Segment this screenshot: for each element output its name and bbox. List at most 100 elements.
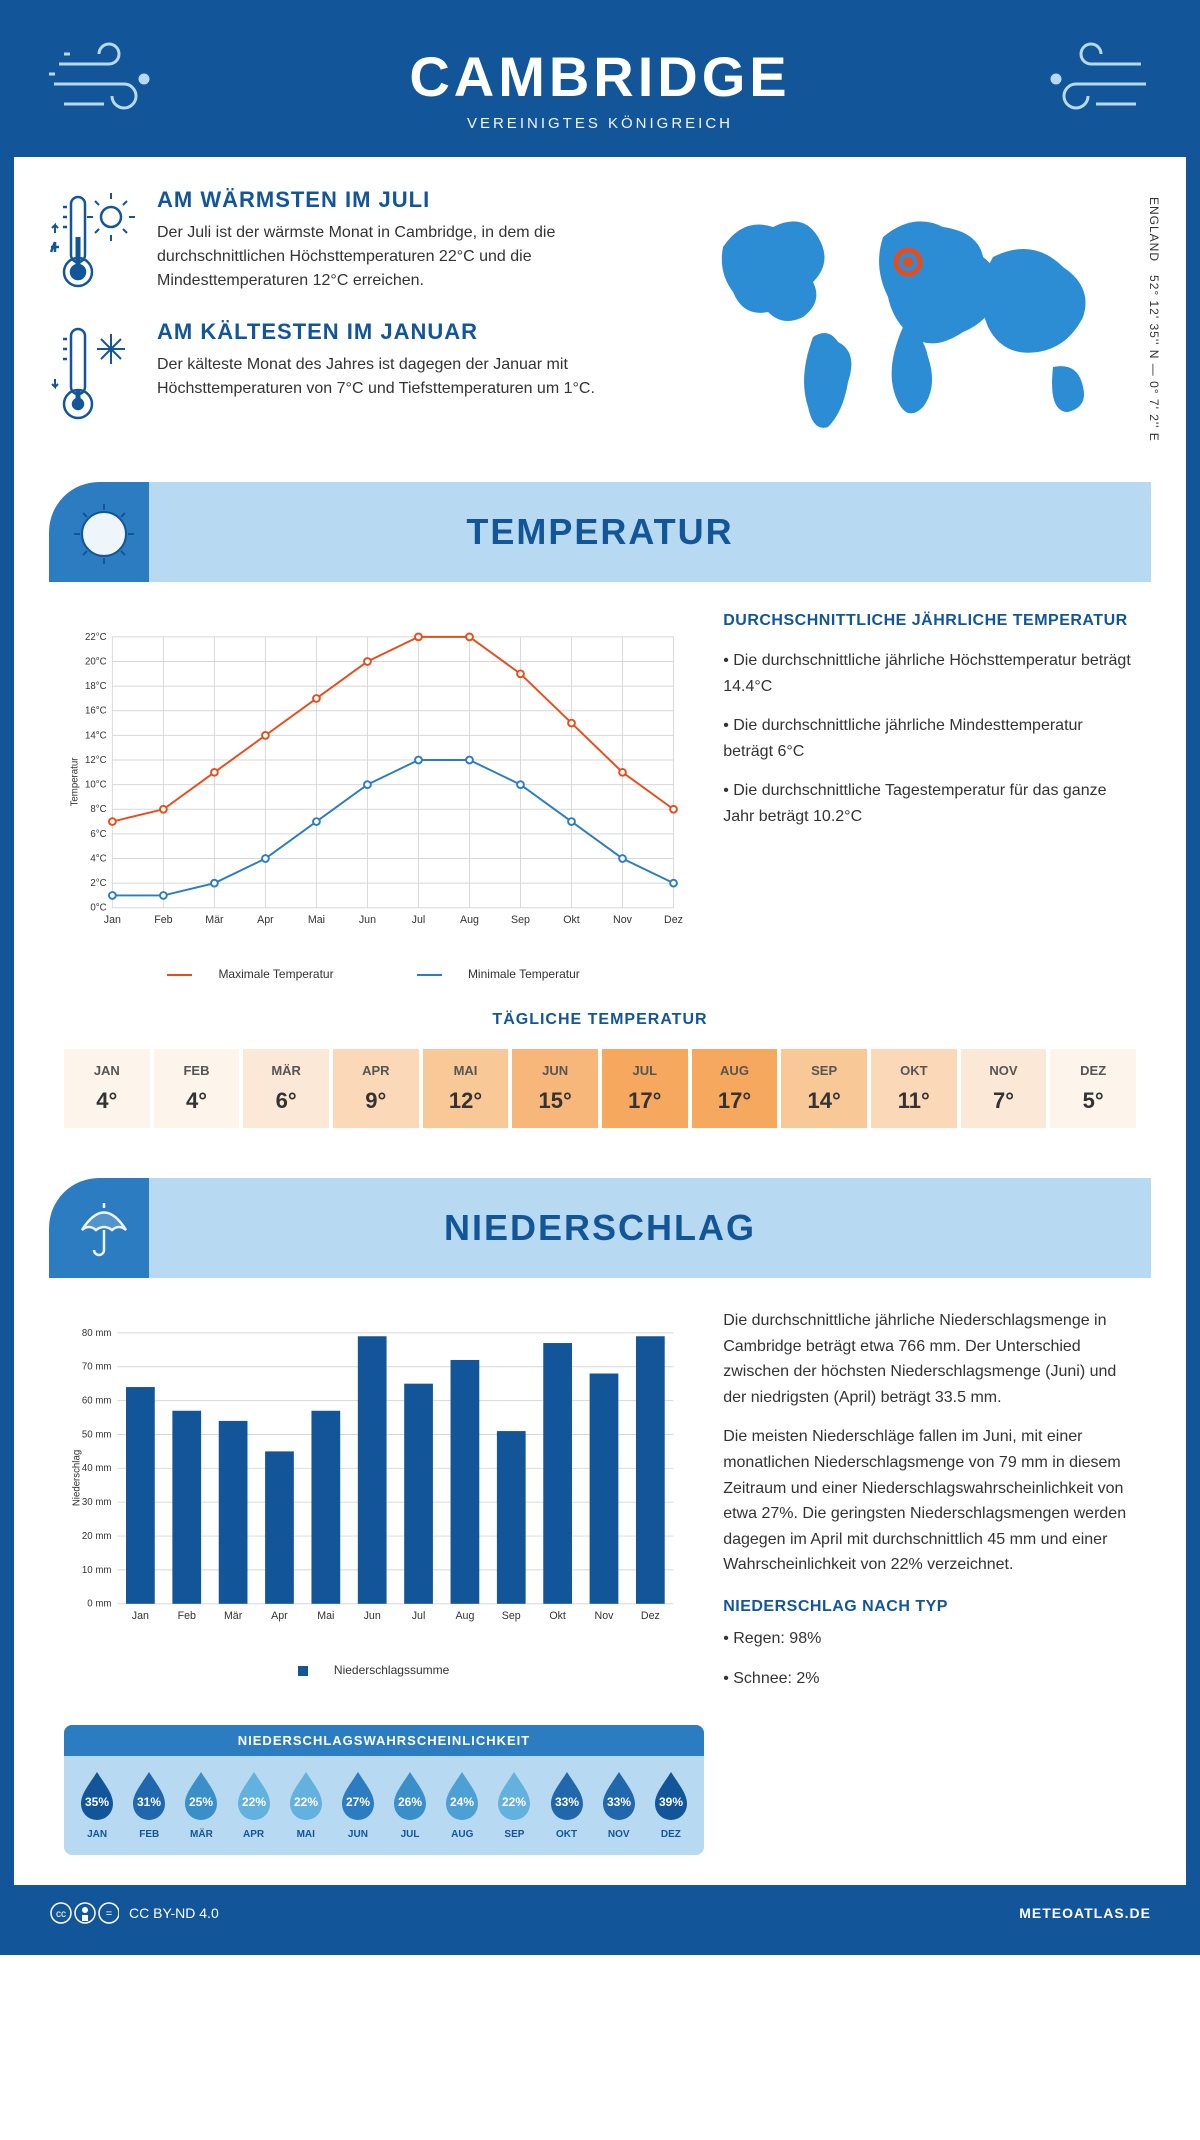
svg-text:Dez: Dez xyxy=(664,914,683,926)
svg-text:Temperatur: Temperatur xyxy=(70,757,81,807)
coldest-fact: AM KÄLTESTEN IM JANUAR Der kälteste Mona… xyxy=(49,319,655,429)
svg-text:Mär: Mär xyxy=(224,1610,243,1622)
precip-drop: 22%MAI xyxy=(281,1768,331,1840)
svg-text:Aug: Aug xyxy=(455,1610,474,1622)
svg-text:18°C: 18°C xyxy=(85,681,107,692)
temp-cell: FEB4° xyxy=(154,1049,240,1128)
coldest-title: AM KÄLTESTEN IM JANUAR xyxy=(157,319,655,345)
precip-drop: 33%NOV xyxy=(594,1768,644,1840)
temperature-line-chart: 0°C2°C4°C6°C8°C10°C12°C14°C16°C18°C20°C2… xyxy=(64,612,683,952)
sun-icon xyxy=(74,504,134,564)
svg-text:Apr: Apr xyxy=(257,914,274,926)
svg-text:60 mm: 60 mm xyxy=(82,1396,112,1407)
precip-para-2: Die meisten Niederschläge fallen im Juni… xyxy=(723,1424,1136,1578)
thermometer-snow-icon xyxy=(49,319,139,429)
svg-text:24%: 24% xyxy=(450,1795,474,1809)
svg-text:Feb: Feb xyxy=(154,914,172,926)
svg-text:27%: 27% xyxy=(346,1795,370,1809)
svg-text:20 mm: 20 mm xyxy=(82,1531,112,1542)
svg-text:30 mm: 30 mm xyxy=(82,1497,112,1508)
temp-cell: NOV7° xyxy=(961,1049,1047,1128)
warmest-text: Der Juli ist der wärmste Monat in Cambri… xyxy=(157,221,655,293)
temp-bullet-3: • Die durchschnittliche Tagestemperatur … xyxy=(723,778,1136,829)
svg-text:Mai: Mai xyxy=(317,1610,334,1622)
svg-text:10°C: 10°C xyxy=(85,780,107,791)
precip-rain: • Regen: 98% xyxy=(723,1626,1136,1652)
svg-text:31%: 31% xyxy=(137,1795,161,1809)
temp-cell: MÄR6° xyxy=(243,1049,329,1128)
precip-drop: 24%AUG xyxy=(437,1768,487,1840)
svg-text:33%: 33% xyxy=(607,1795,631,1809)
svg-text:26%: 26% xyxy=(398,1795,422,1809)
svg-text:Jan: Jan xyxy=(132,1610,149,1622)
svg-text:Niederschlag: Niederschlag xyxy=(71,1450,82,1506)
svg-text:Jul: Jul xyxy=(412,914,426,926)
daily-temp-grid: JAN4°FEB4°MÄR6°APR9°MAI12°JUN15°JUL17°AU… xyxy=(64,1049,1136,1128)
temp-cell: JUN15° xyxy=(512,1049,598,1128)
temp-cell: DEZ5° xyxy=(1050,1049,1136,1128)
svg-text:Mär: Mär xyxy=(205,914,224,926)
temp-cell: AUG17° xyxy=(692,1049,778,1128)
precip-drop: 33%OKT xyxy=(542,1768,592,1840)
svg-text:=: = xyxy=(106,1908,112,1920)
precip-drop: 25%MÄR xyxy=(176,1768,226,1840)
svg-text:Sep: Sep xyxy=(511,914,530,926)
svg-text:22%: 22% xyxy=(242,1795,266,1809)
precip-drop: 27%JUN xyxy=(333,1768,383,1840)
warmest-fact: AM WÄRMSTEN IM JULI Der Juli ist der wär… xyxy=(49,187,655,297)
svg-text:Mai: Mai xyxy=(308,914,325,926)
temp-legend: Maximale Temperatur Minimale Temperatur xyxy=(64,967,683,981)
svg-text:20°C: 20°C xyxy=(85,656,107,667)
svg-text:50 mm: 50 mm xyxy=(82,1429,112,1440)
temp-heading: TEMPERATUR xyxy=(466,511,733,553)
svg-text:Feb: Feb xyxy=(178,1610,196,1622)
svg-text:Jun: Jun xyxy=(359,914,376,926)
svg-text:6°C: 6°C xyxy=(90,829,106,840)
header: CAMBRIDGE VEREINIGTES KÖNIGREICH xyxy=(14,14,1186,157)
temperature-banner: TEMPERATUR xyxy=(49,482,1151,582)
precip-heading: NIEDERSCHLAG xyxy=(444,1207,756,1249)
svg-text:4°C: 4°C xyxy=(90,853,106,864)
precipitation-bar-chart: 0 mm 10 mm 20 mm 30 mm 40 mm 50 mm 60 mm 70 mm 8… xyxy=(64,1308,683,1648)
svg-text:Okt: Okt xyxy=(563,914,580,926)
svg-text:0 mm: 0 mm xyxy=(87,1599,111,1610)
temp-cell: SEP14° xyxy=(781,1049,867,1128)
precip-para-1: Die durchschnittliche jährliche Niedersc… xyxy=(723,1308,1136,1410)
precip-legend: Niederschlagssumme xyxy=(64,1663,683,1677)
country-subtitle: VEREINIGTES KÖNIGREICH xyxy=(34,115,1166,132)
svg-text:12°C: 12°C xyxy=(85,755,107,766)
thermometer-sun-icon xyxy=(49,187,139,297)
svg-text:14°C: 14°C xyxy=(85,730,107,741)
svg-text:22°C: 22°C xyxy=(85,632,107,643)
svg-text:22%: 22% xyxy=(294,1795,318,1809)
svg-text:Aug: Aug xyxy=(460,914,479,926)
svg-text:40 mm: 40 mm xyxy=(82,1463,112,1474)
site-name: METEOATLAS.DE xyxy=(1019,1905,1151,1921)
precip-prob-heading: NIEDERSCHLAGSWAHRSCHEINLICHKEIT xyxy=(64,1725,704,1756)
svg-text:2°C: 2°C xyxy=(90,878,106,889)
svg-text:0°C: 0°C xyxy=(90,903,106,914)
svg-text:cc: cc xyxy=(56,1909,66,1920)
precip-drop: 39%DEZ xyxy=(646,1768,696,1840)
svg-text:70 mm: 70 mm xyxy=(82,1362,112,1373)
precip-drop: 35%JAN xyxy=(72,1768,122,1840)
precip-drop: 22%APR xyxy=(229,1768,279,1840)
umbrella-icon xyxy=(74,1200,134,1260)
city-title: CAMBRIDGE xyxy=(34,44,1166,109)
precip-drop: 22%SEP xyxy=(489,1768,539,1840)
svg-text:33%: 33% xyxy=(555,1795,579,1809)
svg-text:Okt: Okt xyxy=(549,1610,566,1622)
svg-text:Jul: Jul xyxy=(412,1610,426,1622)
temp-bullet-1: • Die durchschnittliche jährliche Höchst… xyxy=(723,648,1136,699)
svg-text:80 mm: 80 mm xyxy=(82,1328,112,1339)
svg-text:Sep: Sep xyxy=(502,1610,521,1622)
svg-text:10 mm: 10 mm xyxy=(82,1565,112,1576)
temp-cell: OKT11° xyxy=(871,1049,957,1128)
coordinates: ENGLAND 52° 12' 35'' N — 0° 7' 2'' E xyxy=(1147,197,1161,442)
temp-cell: MAI12° xyxy=(423,1049,509,1128)
svg-text:35%: 35% xyxy=(85,1795,109,1809)
svg-text:Nov: Nov xyxy=(595,1610,615,1622)
cc-icon: cc = xyxy=(49,1901,119,1925)
daily-temp-heading: TÄGLICHE TEMPERATUR xyxy=(64,1011,1136,1029)
svg-text:Jun: Jun xyxy=(364,1610,381,1622)
